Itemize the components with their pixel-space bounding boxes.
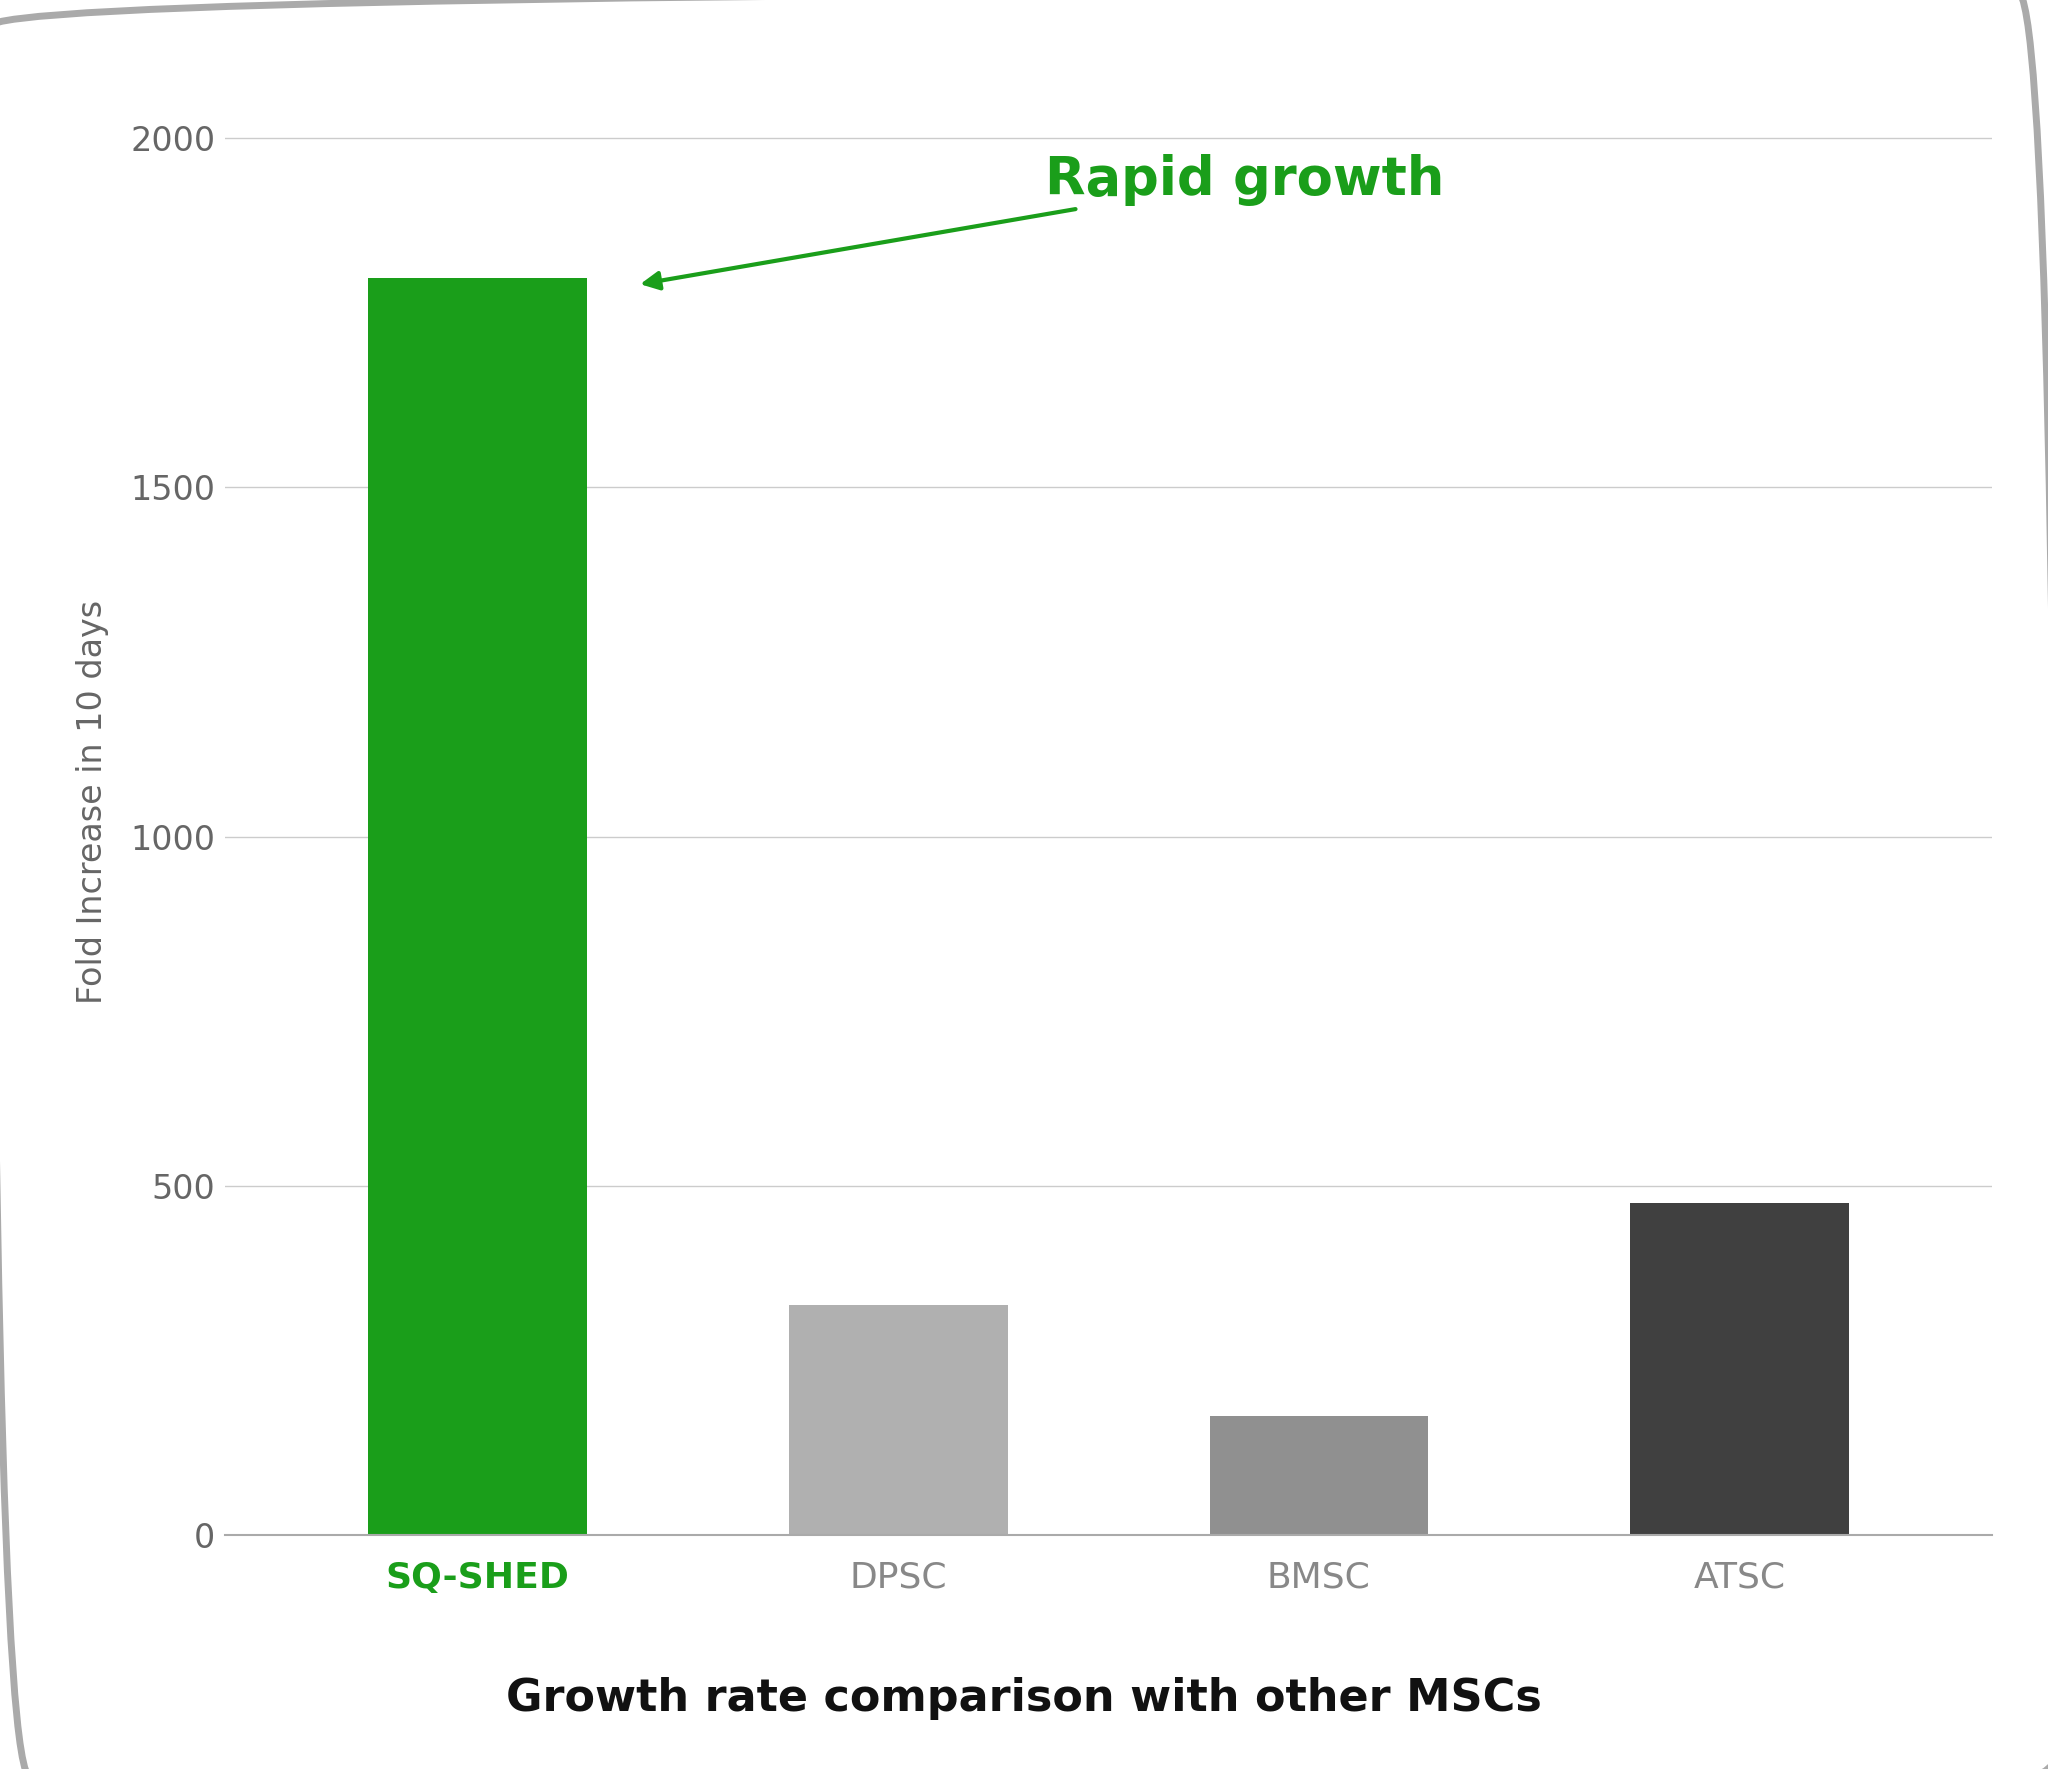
- Bar: [788, 1304, 1008, 1535]
- Text: Growth rate comparison with other MSCs: Growth rate comparison with other MSCs: [506, 1677, 1542, 1719]
- Text: Rapid growth: Rapid growth: [645, 154, 1444, 288]
- Bar: [1210, 1417, 1427, 1535]
- Bar: [369, 278, 588, 1535]
- Bar: [1630, 1203, 1849, 1535]
- Y-axis label: Fold Increase in 10 days: Fold Increase in 10 days: [76, 600, 109, 1003]
